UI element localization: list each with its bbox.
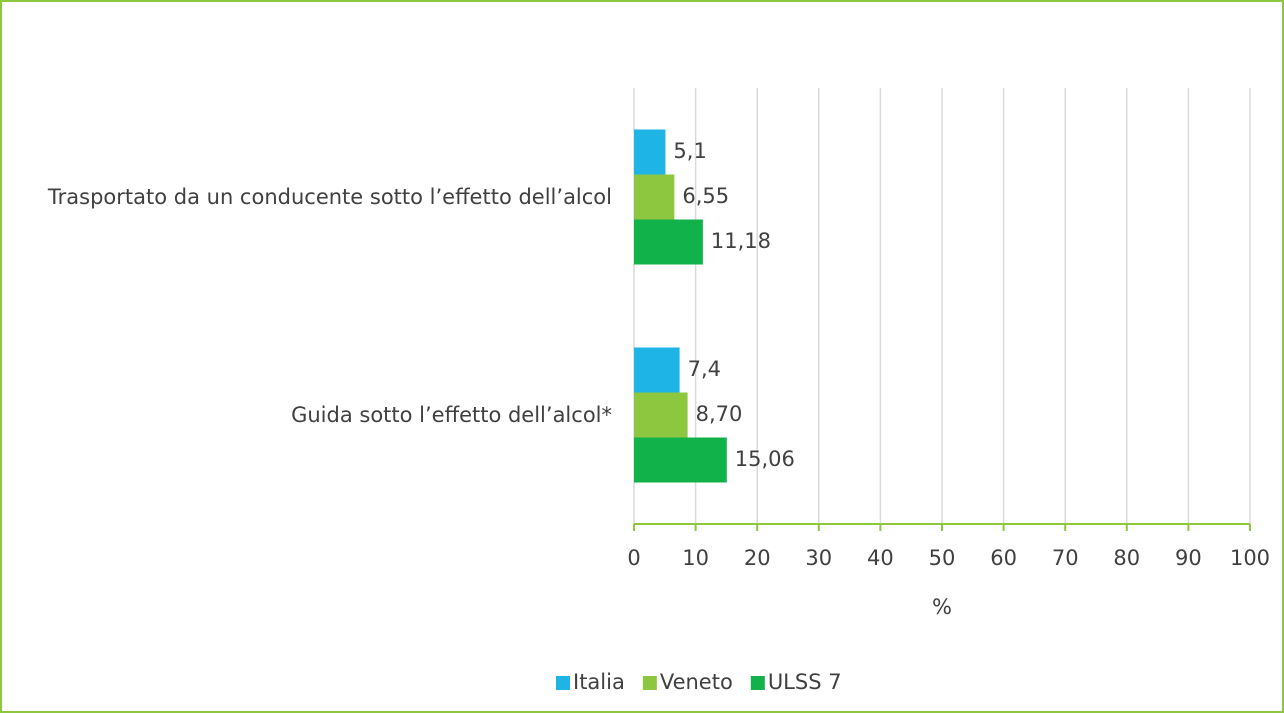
legend-label: Veneto	[660, 670, 733, 694]
value-label: 8,70	[696, 402, 743, 426]
legend-label: Italia	[573, 670, 625, 694]
x-tick-label: 20	[744, 546, 771, 570]
value-label: 7,4	[688, 357, 721, 381]
value-label: 6,55	[682, 184, 729, 208]
category-label-text: Guida sotto l’effetto dell’alcol*	[291, 403, 612, 427]
legend-swatch	[556, 676, 570, 690]
bar	[634, 347, 680, 393]
x-tick-label: 90	[1175, 546, 1202, 570]
legend-label: ULSS 7	[768, 670, 842, 694]
x-tick-label: 50	[929, 546, 956, 570]
bar	[634, 174, 675, 220]
bar	[634, 392, 688, 438]
value-label: 11,18	[711, 229, 771, 253]
legend-swatch	[750, 676, 765, 690]
x-tick-label: 70	[1052, 546, 1079, 570]
category-label: Trasportato da un conducente sotto l’eff…	[2, 182, 612, 212]
x-tick-label: 30	[805, 546, 832, 570]
category-label-text: Trasportato da un conducente sotto l’eff…	[47, 185, 612, 209]
bar	[634, 437, 727, 483]
legend-swatch	[642, 676, 657, 690]
category-label: Guida sotto l’effetto dell’alcol*	[2, 400, 612, 430]
bar	[634, 129, 666, 175]
x-tick-label: 0	[627, 546, 640, 570]
bar	[634, 219, 703, 265]
x-tick-label: 40	[867, 546, 894, 570]
x-tick-label: 10	[682, 546, 709, 570]
value-label: 15,06	[735, 447, 795, 471]
x-axis-label: %	[932, 595, 952, 619]
value-label: 5,1	[673, 139, 706, 163]
x-tick-label: 80	[1113, 546, 1140, 570]
x-tick-label: 100	[1230, 546, 1270, 570]
x-tick-label: 60	[990, 546, 1017, 570]
